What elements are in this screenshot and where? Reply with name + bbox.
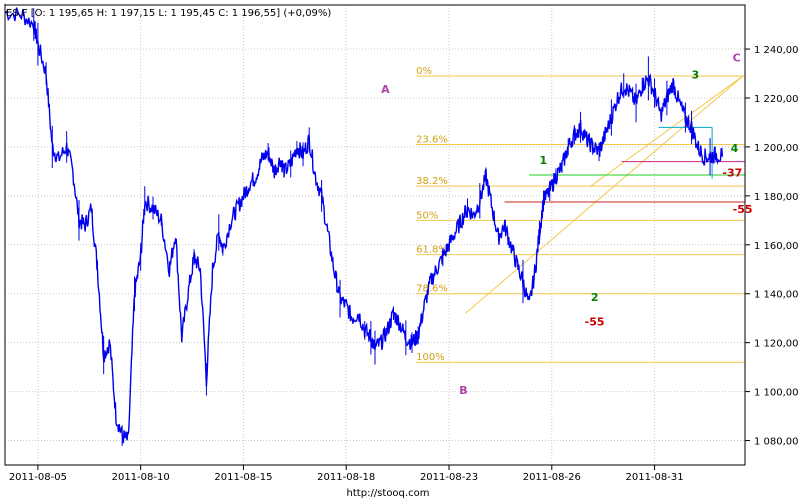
fib-level-label: 100% [416, 352, 445, 363]
annotation-lines [465, 75, 745, 314]
y-tick-label: 1 240,00 [754, 45, 799, 56]
x-tick-label: 2011-08-23 [420, 472, 478, 483]
y-tick-label: 1 120,00 [754, 339, 799, 350]
trend-line-lower [465, 75, 744, 314]
wave-label: -55 [733, 203, 753, 216]
wave-label: A [381, 83, 390, 96]
fib-level-label: 61.8% [416, 245, 448, 256]
x-tick-label: 2011-08-31 [625, 472, 683, 483]
wave-label: 3 [692, 68, 700, 81]
y-tick-label: 1 180,00 [754, 192, 799, 203]
y-tick-label: 1 140,00 [754, 290, 799, 301]
fib-level-label: 0% [416, 66, 432, 77]
price-line [4, 7, 724, 444]
y-tick-label: 1 160,00 [754, 241, 799, 252]
fib-level-label: 50% [416, 210, 438, 221]
wave-label: -37 [722, 166, 742, 179]
fib-level-label: 78.6% [416, 284, 448, 295]
grid-lines [5, 5, 745, 465]
fib-level-label: 23.6% [416, 134, 448, 145]
wave-label: -55 [585, 316, 605, 329]
axes: 1 080,00 1 100,00 1 120,00 1 140,00 1 160,00… [4, 4, 799, 483]
y-tick-label: 1 080,00 [754, 437, 799, 448]
price-series [4, 3, 724, 446]
wave-label: B [459, 384, 467, 397]
fibonacci-levels: 0% 23.6% 38.2% 50% 61.8% 78.6% 100% [416, 66, 745, 363]
y-tick-label: 1 100,00 [754, 388, 799, 399]
wave-label: C [733, 51, 741, 64]
wave-label: 1 [539, 154, 547, 167]
wave-label: 2 [591, 291, 599, 304]
chart-header: ES.F [O: 1 195,65 H: 1 197,15 L: 1 195,4… [6, 8, 331, 19]
plot-frame [4, 4, 746, 466]
footer-url: http://stooq.com [347, 488, 430, 499]
y-tick-label: 1 200,00 [754, 143, 799, 154]
x-tick-label: 2011-08-26 [523, 472, 581, 483]
wave-labels: A B C 1 2 3 4 -55 -55 -37 [381, 51, 752, 397]
wave-label: 4 [731, 142, 739, 155]
y-tick-label: 1 220,00 [754, 94, 799, 105]
x-tick-label: 2011-08-15 [214, 472, 272, 483]
trend-line-upper [590, 75, 744, 187]
fib-level-label: 38.2% [416, 176, 448, 187]
x-tick-label: 2011-08-18 [317, 472, 375, 483]
x-tick-label: 2011-08-10 [112, 472, 170, 483]
x-tick-label: 2011-08-05 [9, 472, 67, 483]
